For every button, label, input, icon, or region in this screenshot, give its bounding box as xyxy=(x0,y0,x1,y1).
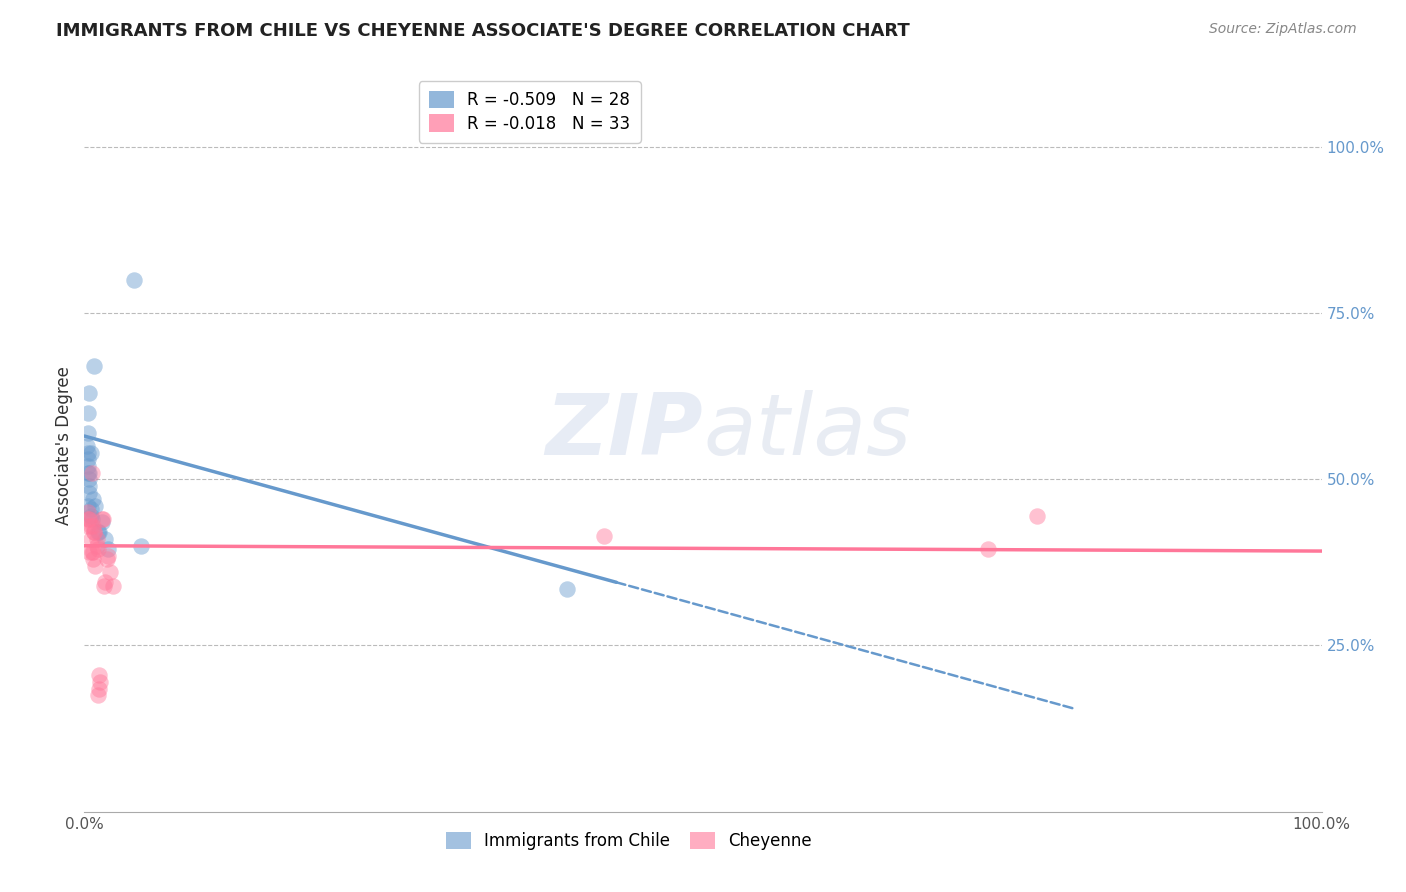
Point xyxy=(593,529,616,543)
Point xyxy=(79,385,101,400)
Point xyxy=(93,579,115,593)
Point xyxy=(90,512,112,526)
Point xyxy=(83,525,105,540)
Point xyxy=(96,552,118,566)
Point xyxy=(79,502,101,516)
Legend: Immigrants from Chile, Cheyenne: Immigrants from Chile, Cheyenne xyxy=(437,823,820,858)
Point xyxy=(82,492,104,507)
Point xyxy=(84,558,107,573)
Point xyxy=(77,452,100,467)
Point xyxy=(90,516,112,530)
Text: IMMIGRANTS FROM CHILE VS CHEYENNE ASSOCIATE'S DEGREE CORRELATION CHART: IMMIGRANTS FROM CHILE VS CHEYENNE ASSOCI… xyxy=(56,22,910,40)
Point xyxy=(82,545,104,559)
Point xyxy=(87,689,110,703)
Point xyxy=(86,539,108,553)
Point xyxy=(94,575,117,590)
Point xyxy=(80,512,103,526)
Point xyxy=(82,552,104,566)
Text: Source: ZipAtlas.com: Source: ZipAtlas.com xyxy=(1209,22,1357,37)
Point xyxy=(77,518,100,533)
Point xyxy=(77,425,100,440)
Point xyxy=(82,518,104,533)
Point xyxy=(87,542,110,557)
Point xyxy=(89,681,111,696)
Point xyxy=(79,508,101,523)
Point xyxy=(79,466,101,480)
Point xyxy=(79,472,101,486)
Point xyxy=(94,532,117,546)
Point xyxy=(97,549,120,563)
Point xyxy=(79,445,101,459)
Point xyxy=(79,545,101,559)
Point xyxy=(91,512,114,526)
Point xyxy=(80,545,103,559)
Text: atlas: atlas xyxy=(703,390,911,473)
Point xyxy=(84,499,107,513)
Point xyxy=(79,485,101,500)
Point xyxy=(122,273,145,287)
Point xyxy=(77,506,100,520)
Point xyxy=(76,439,98,453)
Point xyxy=(555,582,578,596)
Point xyxy=(98,566,121,580)
Point xyxy=(80,466,103,480)
Text: ZIP: ZIP xyxy=(546,390,703,473)
Point xyxy=(87,525,110,540)
Point xyxy=(79,532,101,546)
Point xyxy=(86,532,108,546)
Y-axis label: Associate's Degree: Associate's Degree xyxy=(55,367,73,525)
Point xyxy=(77,445,100,459)
Point xyxy=(976,542,998,557)
Point xyxy=(89,675,111,690)
Point xyxy=(101,579,124,593)
Point xyxy=(1026,508,1049,523)
Point xyxy=(97,542,120,557)
Point xyxy=(83,525,105,540)
Point xyxy=(77,512,100,526)
Point xyxy=(89,668,111,682)
Point xyxy=(77,406,100,420)
Point xyxy=(129,539,152,553)
Point xyxy=(77,466,100,480)
Point xyxy=(79,512,101,526)
Point xyxy=(79,518,101,533)
Point xyxy=(79,479,101,493)
Point xyxy=(89,525,111,540)
Point xyxy=(77,499,100,513)
Point xyxy=(77,458,100,473)
Point xyxy=(83,359,105,374)
